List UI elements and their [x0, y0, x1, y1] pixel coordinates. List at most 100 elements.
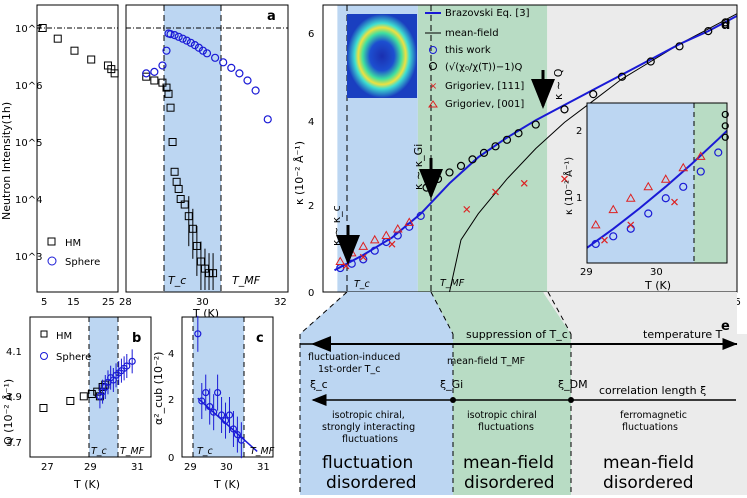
inset-ytick-2: 2: [576, 126, 582, 137]
panel-b-legend-sphere: Sphere: [56, 352, 91, 363]
panel-d: κ ∼ κ_c κ ∼ κ_Gi κ ∼ Q T_c T_MF Brazovsk…: [293, 4, 741, 321]
region-1-desc2: fluctuations: [478, 422, 534, 433]
panel-d-ytick-0: 0: [308, 288, 314, 299]
panel-a-hm-point: [176, 195, 185, 203]
legend-g001: Grigoriev, [001]: [445, 99, 524, 110]
panel-a-sphere-point: [251, 86, 260, 95]
chi-point: [560, 105, 569, 114]
xi-c-label: ξ_c: [310, 378, 328, 391]
panel-a-sphere-point: [186, 38, 195, 47]
panel-b-xtick-27: 27: [41, 462, 54, 473]
inset-ytick-1: 1: [576, 193, 582, 204]
region-2-desc1: ferromagnetic: [620, 410, 687, 421]
panel-b-legend-hm: HM: [56, 331, 72, 342]
legend-brazovski: Brazovski Eq. [3]: [445, 8, 530, 19]
panel-a-hm-point: [174, 184, 183, 193]
panel-c-point: [198, 397, 206, 405]
panel-d-tc-label: T_c: [354, 279, 371, 290]
panel-a-sphere-point: [182, 36, 191, 45]
panel-a-sphere-point: [170, 31, 179, 40]
grigoriev001-point: [381, 230, 392, 239]
panel-b-hm-point: [39, 404, 48, 412]
inset-thiswork-point: [714, 148, 723, 157]
chi-point: [721, 18, 730, 27]
inset-grigoriev111-point: [671, 198, 678, 206]
panel-a-tmf-label: T_MF: [232, 274, 261, 287]
kappa-c-annotation: κ ∼ κ_c: [330, 205, 343, 246]
panel-a-hm-point: [142, 72, 151, 81]
correlation-label: correlation length ξ: [599, 384, 706, 397]
panel-a-ylabel: Neutron Intensity(1h): [0, 102, 13, 220]
panel-a-xtick-32: 32: [274, 297, 287, 308]
panel-d-region: [417, 5, 548, 292]
inset-grigoriev001-point: [660, 174, 671, 183]
region-1-desc1: isotropic chiral: [467, 410, 537, 421]
region-2-title2: disordered: [603, 473, 694, 493]
xi-dm-dot: [568, 397, 574, 403]
panel-d-label: d: [721, 18, 730, 33]
inset-chi-point: [721, 122, 729, 130]
grigoriev001-point: [392, 223, 403, 233]
panel-a-hm-point: [168, 138, 177, 146]
panel-a-legend-hm-marker: [47, 237, 56, 246]
panel-a-hm-point: [166, 103, 175, 112]
region-1-title2: disordered: [464, 473, 555, 493]
panel-c-point: [229, 425, 238, 433]
inset-grigoriev001-point: [608, 204, 619, 214]
grigoriev111-point: [463, 205, 471, 213]
grigoriev111-point: [492, 188, 499, 196]
grigoriev111-point: [359, 253, 367, 261]
panel-c-point: [217, 411, 226, 419]
inset-blue: [587, 103, 694, 263]
panel-a-sphere-point: [158, 61, 167, 70]
panel-a-hm-point: [162, 83, 171, 92]
region-0-desc1: isotropic chiral,: [332, 410, 405, 421]
chi-point: [589, 90, 598, 99]
connector-grey: [543, 292, 737, 334]
panel-b-hm-point: [66, 397, 75, 405]
inset-brazovski-line: [586, 129, 728, 249]
panel-a-sphere-point: [174, 32, 183, 41]
region-0-title2: disordered: [326, 473, 417, 493]
brazovski-line: [334, 15, 738, 272]
inset-xtick-30: 30: [650, 267, 663, 278]
panel-a-hm-point: [180, 200, 189, 209]
panel-a-label: a: [267, 9, 276, 24]
panel-b-xlabel: T (K): [73, 478, 100, 491]
panel-a-hm-point: [150, 76, 159, 85]
panel-c-frame: [181, 316, 274, 458]
panel-b-ytick-41: 4.1: [6, 347, 22, 358]
panel-a-legend-sphere-marker: [47, 256, 57, 266]
panel-c-xtick-29: 29: [184, 462, 197, 473]
inset-thiswork-point: [696, 167, 705, 176]
inset-frame: [586, 102, 728, 264]
panel-a-tc-label: T_c: [168, 274, 186, 287]
inset-grigoriev001-point: [625, 193, 636, 202]
panel-a-ytick-3: 10^3: [15, 252, 42, 263]
inset-thiswork-point: [661, 194, 670, 203]
chi-point: [514, 129, 523, 138]
panel-a-sphere-point: [190, 41, 199, 50]
panel-a-sphere-point: [211, 53, 220, 62]
inset-thiswork-point: [644, 209, 653, 218]
panel-a-sphere-point: [166, 30, 175, 39]
panel-b-legend-sphere-marker: [40, 352, 48, 360]
panel-c-marks: [194, 315, 258, 459]
connector-green: [431, 292, 571, 334]
inset-thiswork-point: [591, 239, 600, 249]
panel-b-ytick-37: 3.7: [6, 438, 22, 449]
panel-c-point: [233, 431, 241, 439]
panel-a-hm-point: [110, 69, 119, 78]
xi-gi-label: ξ_Gi: [440, 378, 463, 391]
panel-c-point: [214, 389, 222, 397]
panel-d-ytick-2: 2: [308, 201, 314, 212]
fluct-induced-label: fluctuation-induced: [308, 352, 400, 363]
region-1-title1: mean-field: [463, 453, 554, 473]
grigoriev111-point: [388, 240, 396, 248]
inset-thiswork-point: [609, 232, 618, 241]
sans-pattern-image: [347, 14, 417, 98]
panel-a-sphere-point: [227, 63, 236, 72]
panel-b-hm-point: [79, 392, 88, 401]
thiswork-point: [370, 246, 379, 255]
panel-a-ytick-6: 10^6: [15, 81, 42, 92]
